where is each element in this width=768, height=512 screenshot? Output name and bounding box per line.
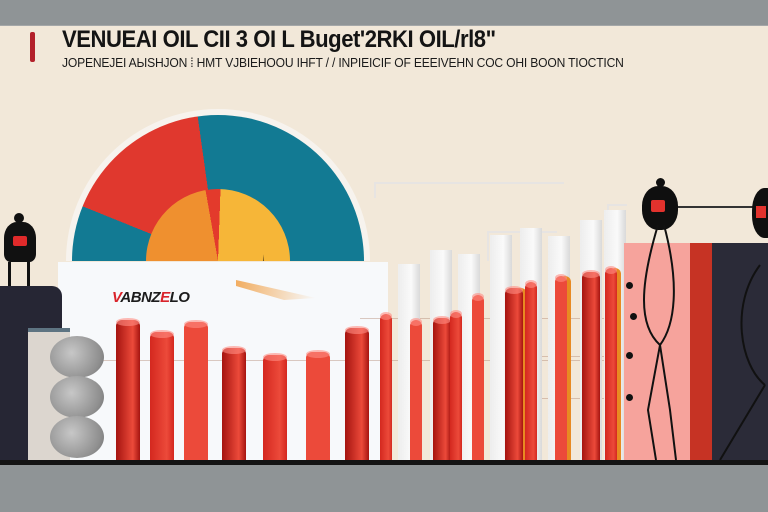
data-bar [605, 266, 617, 460]
figure-head-knob [656, 178, 665, 187]
oil-barrel-coil [50, 416, 104, 458]
data-bar [345, 326, 369, 460]
oil-barrel-coil [50, 376, 104, 418]
character-figure-edge [752, 188, 768, 238]
figure-badge-icon [13, 236, 27, 246]
bullet-dot [626, 352, 633, 359]
data-bar [410, 318, 422, 460]
oil-barrel-coil [50, 336, 104, 378]
data-bar [263, 353, 287, 460]
gauge-chart [66, 109, 370, 261]
connector-line [374, 182, 564, 198]
data-bar [306, 350, 330, 460]
character-figure-right [642, 186, 678, 230]
gauge-label: VABNZELO [112, 289, 190, 306]
bullet-dot [630, 313, 637, 320]
character-figure-left [4, 222, 36, 262]
figure-badge-icon [756, 206, 766, 218]
title-accent-bar [30, 32, 35, 62]
bar-series [116, 210, 626, 460]
data-bar [450, 310, 462, 460]
data-bar [150, 330, 174, 460]
bottom-frame-band [0, 465, 768, 512]
data-bar [222, 346, 246, 460]
top-frame-band [0, 0, 768, 26]
data-bar [184, 320, 208, 460]
bullet-dot [626, 282, 633, 289]
connecting-wire [676, 206, 756, 208]
red-column-block [690, 243, 712, 460]
figure-legs [8, 262, 30, 286]
chart-title: VENUEAI OIL CII 3 OI L Buget'2RKI OIL/rl… [62, 26, 496, 53]
data-bar [472, 293, 484, 460]
data-bar [555, 274, 567, 460]
data-bar [433, 316, 451, 460]
figure-head-knob [14, 213, 24, 223]
figure-badge-icon [651, 200, 665, 212]
chart-baseline-floor [0, 460, 768, 465]
chart-subtitle: JOPENEJEI AЫSHJON ⁞ HMT VJBIEHOOU IHFT /… [62, 55, 624, 70]
data-bar [582, 270, 600, 460]
stick-figure-legs [643, 225, 766, 461]
dark-pedestal-right [712, 243, 768, 460]
data-bar [525, 280, 537, 460]
data-bar [380, 312, 392, 460]
data-bar [505, 286, 523, 460]
data-bar [116, 318, 140, 460]
bullet-dot [626, 394, 633, 401]
